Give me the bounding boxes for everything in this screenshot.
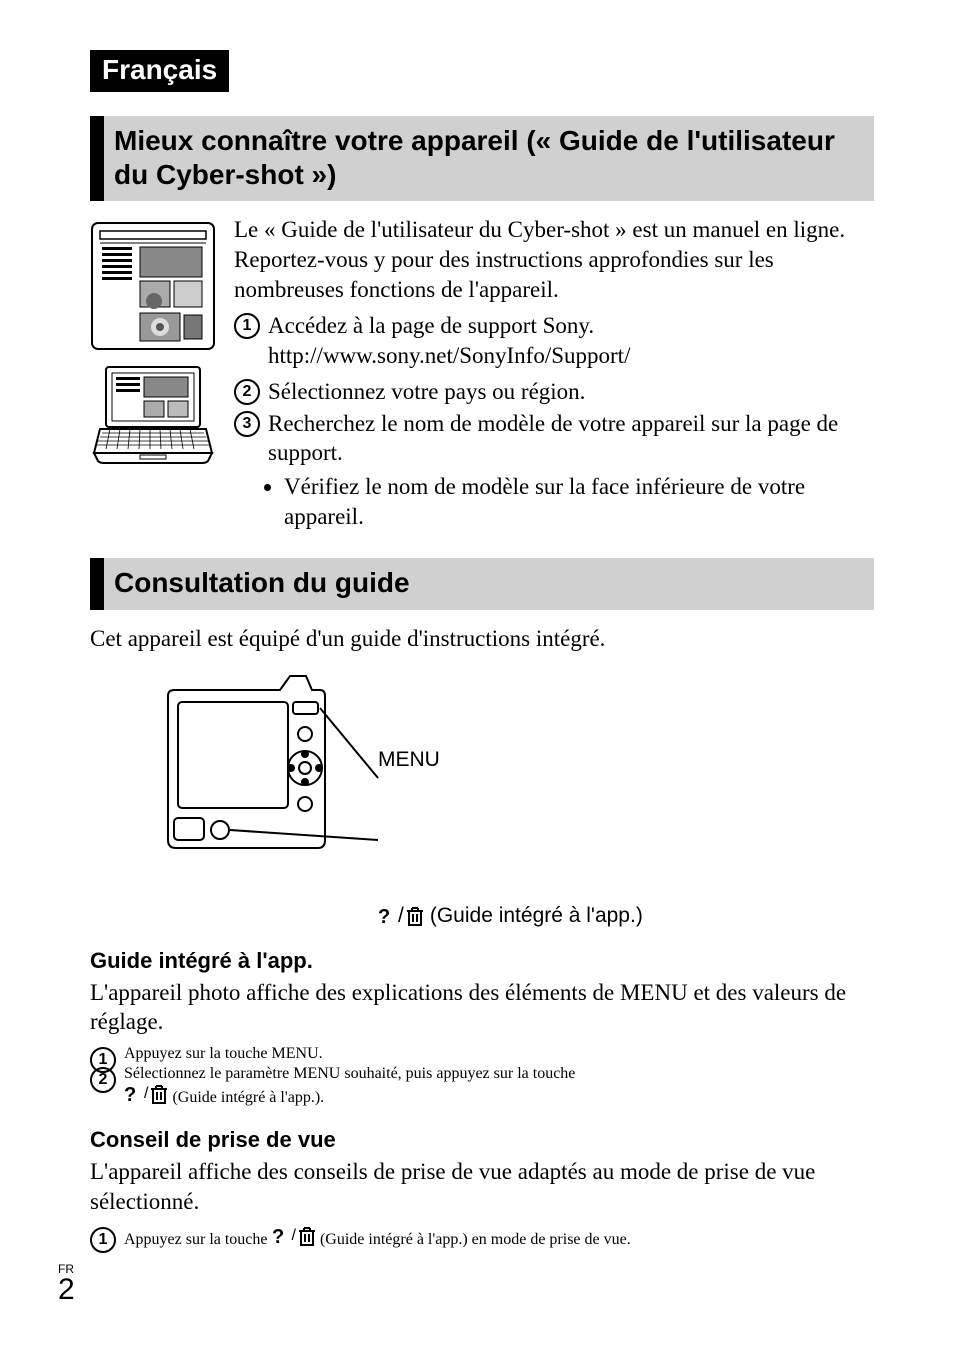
sub2-steps: Appuyez sur la touche ? / (Guide intégré…	[90, 1225, 874, 1249]
section-1-steps: Accédez à la page de support Sony. http:…	[234, 311, 874, 468]
camera-back-icon	[160, 668, 380, 868]
list-item: Sélectionnez le paramètre MENU souhaité,…	[90, 1065, 874, 1107]
step-text: Sélectionnez le paramètre MENU souhaité,…	[124, 1065, 575, 1082]
sub-heading-1: Guide intégré à l'app.	[90, 948, 874, 974]
bullet-item: Vérifiez le nom de modèle sur la face in…	[284, 472, 874, 532]
section-heading-2: Consultation du guide	[90, 558, 874, 610]
support-url: http://www.sony.net/SonyInfo/Support/	[268, 341, 874, 371]
sub1-text: L'appareil photo affiche des explication…	[90, 978, 874, 1038]
footer-page-number: 2	[58, 1273, 75, 1306]
list-item: Appuyez sur la touche MENU.	[90, 1045, 874, 1063]
svg-text:?: ?	[124, 1084, 136, 1105]
section-heading-1: Mieux connaître votre appareil (« Guide …	[90, 116, 874, 201]
help-trash-icon: ? /	[272, 1225, 316, 1247]
section-1-text: Le « Guide de l'utilisateur du Cyber-sho…	[234, 215, 874, 534]
guide-label-text: (Guide intégré à l'app.)	[430, 904, 643, 928]
step-suffix: (Guide intégré à l'app.).	[168, 1089, 324, 1106]
sub2-text: L'appareil affiche des conseils de prise…	[90, 1157, 874, 1217]
section-2-intro: Cet appareil est équipé d'un guide d'ins…	[90, 624, 874, 654]
figure-labels: MENU ? / (Guide intégré à l'app.)	[378, 668, 643, 928]
menu-label-text: MENU	[378, 748, 440, 772]
tablet-browser-icon	[90, 221, 216, 351]
list-item: Accédez à la page de support Sony. http:…	[234, 311, 874, 371]
camera-figure: MENU ? / (Guide intégré à l'app.)	[160, 668, 874, 928]
language-badge: Français	[90, 50, 229, 92]
section-1-body: Le « Guide de l'utilisateur du Cyber-sho…	[90, 215, 874, 534]
illustration-column	[90, 215, 220, 465]
guide-button-label: ? / (Guide intégré à l'app.)	[378, 904, 643, 928]
section-1-bullet-list: Vérifiez le nom de modèle sur la face in…	[234, 472, 874, 532]
step-suffix: (Guide intégré à l'app.) en mode de pris…	[316, 1231, 631, 1248]
sub-heading-2: Conseil de prise de vue	[90, 1127, 874, 1153]
page-footer: FR 2	[58, 1263, 75, 1305]
list-item: Appuyez sur la touche ? / (Guide intégré…	[90, 1225, 874, 1249]
document-page: Français Mieux connaître votre appareil …	[0, 0, 954, 1345]
list-item: Recherchez le nom de modèle de votre app…	[234, 409, 874, 469]
menu-label: MENU	[378, 748, 643, 772]
help-trash-icon: ? /	[124, 1083, 168, 1105]
step-prefix: Appuyez sur la touche	[124, 1231, 272, 1248]
svg-text:?: ?	[272, 1226, 284, 1247]
laptop-icon	[90, 365, 216, 465]
svg-text:?: ?	[378, 906, 390, 927]
step-text: Accédez à la page de support Sony.	[268, 313, 594, 338]
help-trash-icon: ? /	[378, 904, 424, 928]
sub1-steps: Appuyez sur la touche MENU. Sélectionnez…	[90, 1045, 874, 1107]
section-1-intro: Le « Guide de l'utilisateur du Cyber-sho…	[234, 215, 874, 305]
list-item: Sélectionnez votre pays ou région.	[234, 377, 874, 407]
